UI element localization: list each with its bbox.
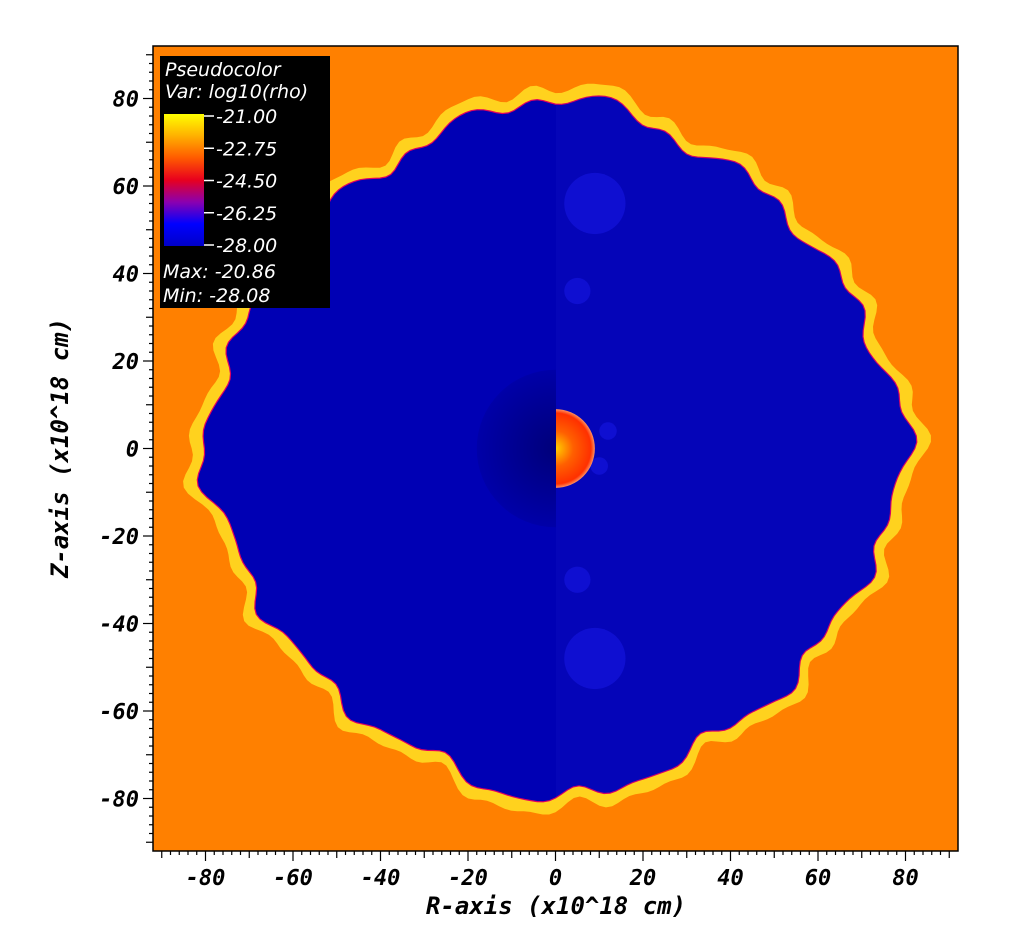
x-tick-label: 0 (549, 866, 562, 891)
x-tick-label: 40 (717, 866, 744, 891)
x-tick-label: 80 (892, 866, 919, 891)
y-tick-label: 80 (113, 88, 140, 113)
plot-area (153, 46, 958, 851)
y-tick-label: 60 (113, 175, 140, 200)
legend-variable: Var: log10(rho) (165, 81, 308, 103)
y-tick-label: -80 (99, 788, 139, 813)
legend-title: Pseudocolor (165, 59, 282, 81)
x-tick-label: 20 (629, 866, 657, 891)
x-tick-label: 60 (805, 866, 832, 891)
left-rarefied-region (476, 369, 556, 528)
colorbar-level-label: -26.25 (216, 203, 277, 225)
y-tick-label: -20 (99, 525, 139, 550)
y-tick-label: -40 (99, 613, 139, 638)
legend: Pseudocolor Var: log10(rho) -21.00 -22.75… (160, 56, 330, 308)
colorbar-level-label: -22.75 (216, 138, 277, 160)
x-tick-label: -80 (186, 866, 226, 891)
x-tick-label: -60 (273, 866, 313, 891)
colorbar-levels: -21.00 -22.75 -24.50 -26.25 -28.00 (204, 106, 277, 257)
x-axis-ticks: -80 -60 -40 -20 0 20 40 60 80 (161, 851, 950, 891)
y-tick-label: 40 (113, 263, 140, 288)
x-tick-label: -40 (361, 866, 401, 891)
colorbar-level-label: -24.50 (216, 171, 277, 193)
y-axis-ticks: 80 60 40 20 0 -20 -40 -60 -80 (99, 54, 153, 843)
legend-min: Min: -28.08 (163, 285, 270, 307)
x-tick-label: -20 (448, 866, 488, 891)
colorbar-level-label: -28.00 (216, 235, 277, 257)
y-tick-label: 0 (126, 438, 139, 463)
colorbar-level-label: -21.00 (216, 106, 277, 128)
x-axis-label: R-axis (x10^18 cm) (426, 892, 686, 920)
y-tick-label: 20 (112, 350, 140, 375)
y-tick-label: -60 (99, 700, 139, 725)
y-axis-label: Z-axis (x10^18 cm) (46, 318, 74, 579)
inner-dense-core (556, 409, 595, 488)
legend-max: Max: -20.86 (163, 261, 276, 283)
colorbar (164, 114, 204, 246)
right-half-structures (564, 172, 626, 690)
